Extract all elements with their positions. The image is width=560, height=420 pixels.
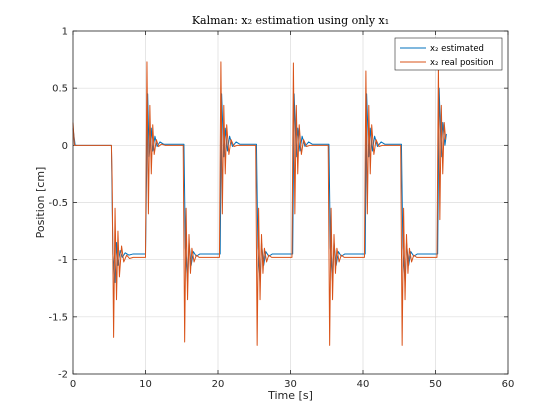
tick-labels: 0 10 20 30 40 50 60 -2 -1.5 -1 -0.5 0 0.5 1 — [48, 27, 514, 391]
x-tick-label: 50 — [429, 379, 442, 390]
series-line-estimated — [72, 87, 447, 284]
legend-label-real: x₂ real position — [430, 58, 494, 68]
x-tick-label: 10 — [139, 379, 152, 390]
x-tick-label: 40 — [357, 379, 370, 390]
legend-label-estimated: x₂ estimated — [430, 44, 484, 54]
series-layer — [72, 61, 447, 346]
legend: x₂ estimated x₂ real position — [394, 37, 503, 71]
x-tick-label: 20 — [212, 379, 225, 390]
y-tick-label: -1 — [58, 255, 68, 266]
x-axis-label: Time [s] — [267, 389, 313, 402]
y-tick-label: -0.5 — [48, 198, 68, 209]
x-tick-label: 0 — [70, 379, 76, 390]
x-tick-label: 30 — [284, 379, 297, 390]
axes-box — [72, 30, 509, 375]
y-tick-label: -1.5 — [48, 312, 68, 323]
y-tick-label: 0 — [62, 141, 68, 152]
x-tick-label: 60 — [502, 379, 515, 390]
y-tick-label: 0.5 — [52, 84, 68, 95]
y-axis-label: Position [cm] — [34, 167, 47, 239]
y-tick-label: 1 — [62, 27, 68, 38]
y-tick-label: -2 — [58, 370, 68, 381]
chart-title: Kalman: x₂ estimation using only x₁ — [192, 14, 389, 27]
series-line-real — [72, 61, 447, 346]
legend-box — [394, 37, 503, 71]
